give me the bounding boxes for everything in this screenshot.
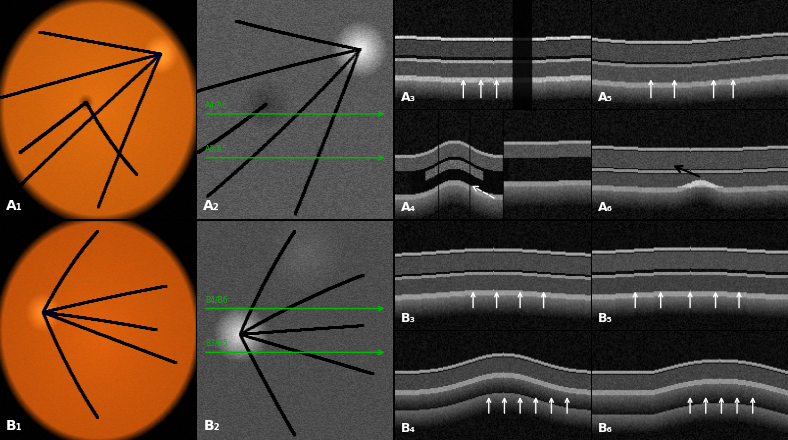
Text: A₆: A₆ [598,201,613,214]
Text: A₂: A₂ [203,198,220,213]
Text: A3/A5: A3/A5 [205,144,228,154]
Text: B₅: B₅ [598,312,613,325]
Text: B₁: B₁ [6,419,23,433]
Text: A₃: A₃ [400,91,416,104]
Text: B3/B5: B3/B5 [205,339,228,348]
Text: A₄: A₄ [400,201,416,214]
Text: B4/B6: B4/B6 [205,295,228,304]
Text: B₆: B₆ [598,422,613,435]
Text: B₂: B₂ [203,419,220,433]
Text: A₅: A₅ [598,91,613,104]
Text: B₄: B₄ [400,422,415,435]
Text: A4/A6: A4/A6 [205,101,228,110]
Text: A₁: A₁ [6,198,23,213]
Text: B₃: B₃ [400,312,415,325]
